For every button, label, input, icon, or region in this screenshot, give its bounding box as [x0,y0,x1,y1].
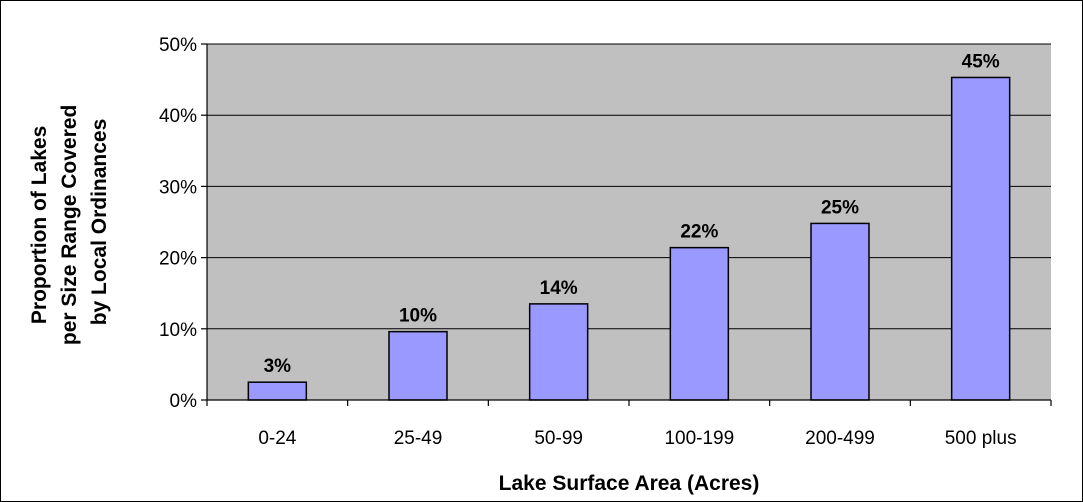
x-tick-label: 200-499 [805,428,875,449]
data-labels: 3% 10% 14% 22% 25% 45% [264,51,1000,377]
bar [810,222,870,401]
y-tick-label: 0% [170,391,198,412]
gridlines [207,43,1051,330]
x-axis-ticks: 0-24 25-49 50-99 100-199 200-499 500 plus [206,400,1052,449]
data-label: 3% [264,356,292,377]
y-axis-title-line-1: Proportion of Lakes [28,126,51,324]
y-tick-label: 20% [159,249,197,270]
y-axis-title: Proportion of Lakes per Size Range Cover… [28,99,111,345]
y-tick-label: 10% [159,320,197,341]
bars [247,76,1011,401]
x-tick-label: 500 plus [945,428,1017,449]
data-label: 14% [540,278,578,299]
y-axis-ticks: 0% 10% 20% 30% 40% 50% [159,35,207,412]
y-axis-title-line-2: per Size Range Covered [58,105,81,345]
x-axis-title: Lake Surface Area (Acres) [499,472,760,495]
y-tick-label: 30% [159,177,197,198]
x-tick-label: 25-49 [394,428,443,449]
data-label: 25% [821,197,859,218]
y-tick-label: 50% [159,35,197,56]
bar [388,330,448,401]
data-label: 45% [962,51,1000,72]
bar [528,303,589,401]
y-tick-label: 40% [159,106,197,127]
y-axis-title-line-3: by Local Ordinances [88,119,111,326]
bar [950,76,1011,401]
bar [669,246,730,401]
data-label: 22% [680,222,718,243]
x-tick-label: 50-99 [534,428,583,449]
data-label: 10% [399,306,437,327]
plot-area [207,44,1051,400]
x-tick-label: 100-199 [664,428,734,449]
bar [247,381,308,401]
x-tick-label: 0-24 [258,428,296,449]
